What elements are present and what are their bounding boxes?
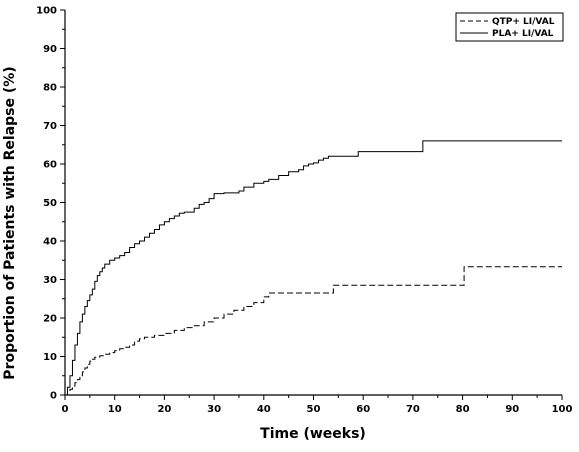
y-tick-label: 80 [43, 83, 57, 94]
x-tick-label: 60 [356, 404, 370, 415]
series-line-pla [65, 140, 562, 396]
legend-label-qtp: QTP+ LI/VAL [492, 17, 555, 27]
y-tick-label: 70 [43, 121, 57, 132]
x-tick-label: 50 [307, 404, 321, 415]
y-axis-title: Proportion of Patients with Relapse (%) [2, 66, 18, 379]
series-line-qtp [65, 266, 562, 396]
y-tick-label: 60 [43, 160, 57, 171]
x-tick-label: 90 [505, 404, 519, 415]
x-tick-label: 40 [257, 404, 271, 415]
y-tick-label: 40 [43, 237, 57, 248]
series-layer [65, 140, 562, 396]
y-tick-label: 90 [43, 44, 57, 55]
x-axis-title: Time (weeks) [260, 426, 366, 442]
x-axis-ticks: 0 10 20 30 40 50 60 70 80 90 100 [62, 395, 573, 415]
y-axis-ticks: 0 10 20 30 40 50 60 70 80 90 100 [36, 6, 65, 402]
legend-box [455, 12, 564, 42]
legend: QTP+ LI/VAL PLA+ LI/VAL [455, 12, 564, 42]
y-tick-label: 10 [43, 352, 57, 363]
legend-label-pla: PLA+ LI/VAL [492, 29, 554, 39]
x-tick-label: 30 [207, 404, 221, 415]
x-tick-label: 70 [406, 404, 420, 415]
x-tick-label: 10 [108, 404, 122, 415]
x-tick-label: 100 [552, 404, 573, 415]
x-tick-label: 20 [157, 404, 171, 415]
axes [64, 10, 562, 396]
y-tick-label: 50 [43, 198, 57, 209]
y-tick-label: 20 [43, 314, 57, 325]
y-tick-label: 30 [43, 275, 57, 286]
y-tick-label: 100 [36, 6, 57, 17]
y-tick-label: 0 [50, 391, 57, 402]
x-tick-label: 0 [62, 404, 69, 415]
x-tick-label: 80 [456, 404, 470, 415]
